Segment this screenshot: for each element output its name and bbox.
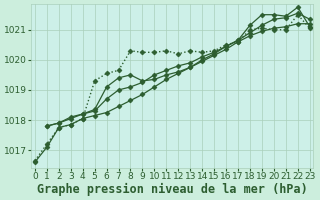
X-axis label: Graphe pression niveau de la mer (hPa): Graphe pression niveau de la mer (hPa)	[37, 183, 308, 196]
